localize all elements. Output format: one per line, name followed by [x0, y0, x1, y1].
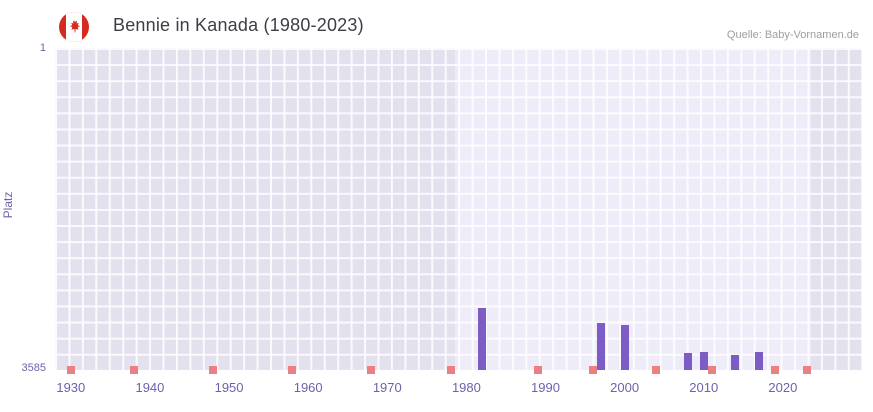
- unranked-marker-2004[interactable]: [652, 366, 661, 374]
- rank-bar-2014[interactable]: [731, 355, 740, 370]
- x-axis-ticks: 1930 1940 1950 1960 1970 1980 1990 2000 2010 2020: [55, 380, 862, 400]
- rank-bar-2017[interactable]: [755, 351, 764, 370]
- x-axis-tick-1930: 1930: [56, 380, 86, 395]
- unranked-marker-1968[interactable]: [367, 366, 376, 374]
- rank-bar-1997[interactable]: [596, 322, 605, 370]
- x-axis-tick-1950: 1950: [214, 380, 244, 395]
- x-axis-tick-1940: 1940: [135, 380, 165, 395]
- plot-area: [55, 48, 862, 374]
- x-axis-tick-1960: 1960: [293, 380, 323, 395]
- x-axis-tick-1990: 1990: [531, 380, 560, 395]
- unranked-marker-1958[interactable]: [288, 366, 297, 374]
- y-axis-tick-top: 1: [39, 42, 46, 54]
- rank-bar-2000[interactable]: [620, 324, 629, 370]
- x-axis-tick-2010: 2010: [689, 380, 719, 395]
- rank-bar-2008[interactable]: [683, 353, 692, 370]
- rank-bar-2010[interactable]: [699, 352, 708, 370]
- x-axis-tick-1980: 1980: [451, 380, 481, 395]
- unranked-marker-1989[interactable]: [533, 366, 542, 374]
- unranked-marker-1948[interactable]: [209, 366, 218, 374]
- unranked-marker-1996[interactable]: [588, 366, 597, 374]
- x-axis-tick-2000: 2000: [610, 380, 640, 395]
- x-axis-tick-2020: 2020: [768, 380, 798, 395]
- unranked-marker-1978[interactable]: [446, 366, 455, 374]
- canada-flag-icon: [58, 11, 90, 43]
- page-title: Bennie in Kanada (1980-2023): [113, 15, 364, 35]
- x-axis-tick-1970: 1970: [372, 380, 402, 395]
- unranked-marker-2023[interactable]: [802, 366, 811, 374]
- unranked-marker-2011[interactable]: [707, 366, 716, 374]
- highlight-band: [454, 48, 811, 370]
- y-axis-label: Platz: [1, 191, 15, 219]
- unranked-marker-1938[interactable]: [130, 366, 139, 374]
- source-attribution: Quelle: Baby-Vornamen.de: [726, 29, 859, 41]
- y-axis-tick-bottom: 3585: [21, 362, 46, 374]
- unranked-marker-1930[interactable]: [66, 366, 75, 374]
- rank-bar-1982[interactable]: [478, 308, 487, 370]
- unranked-marker-2019[interactable]: [770, 366, 779, 374]
